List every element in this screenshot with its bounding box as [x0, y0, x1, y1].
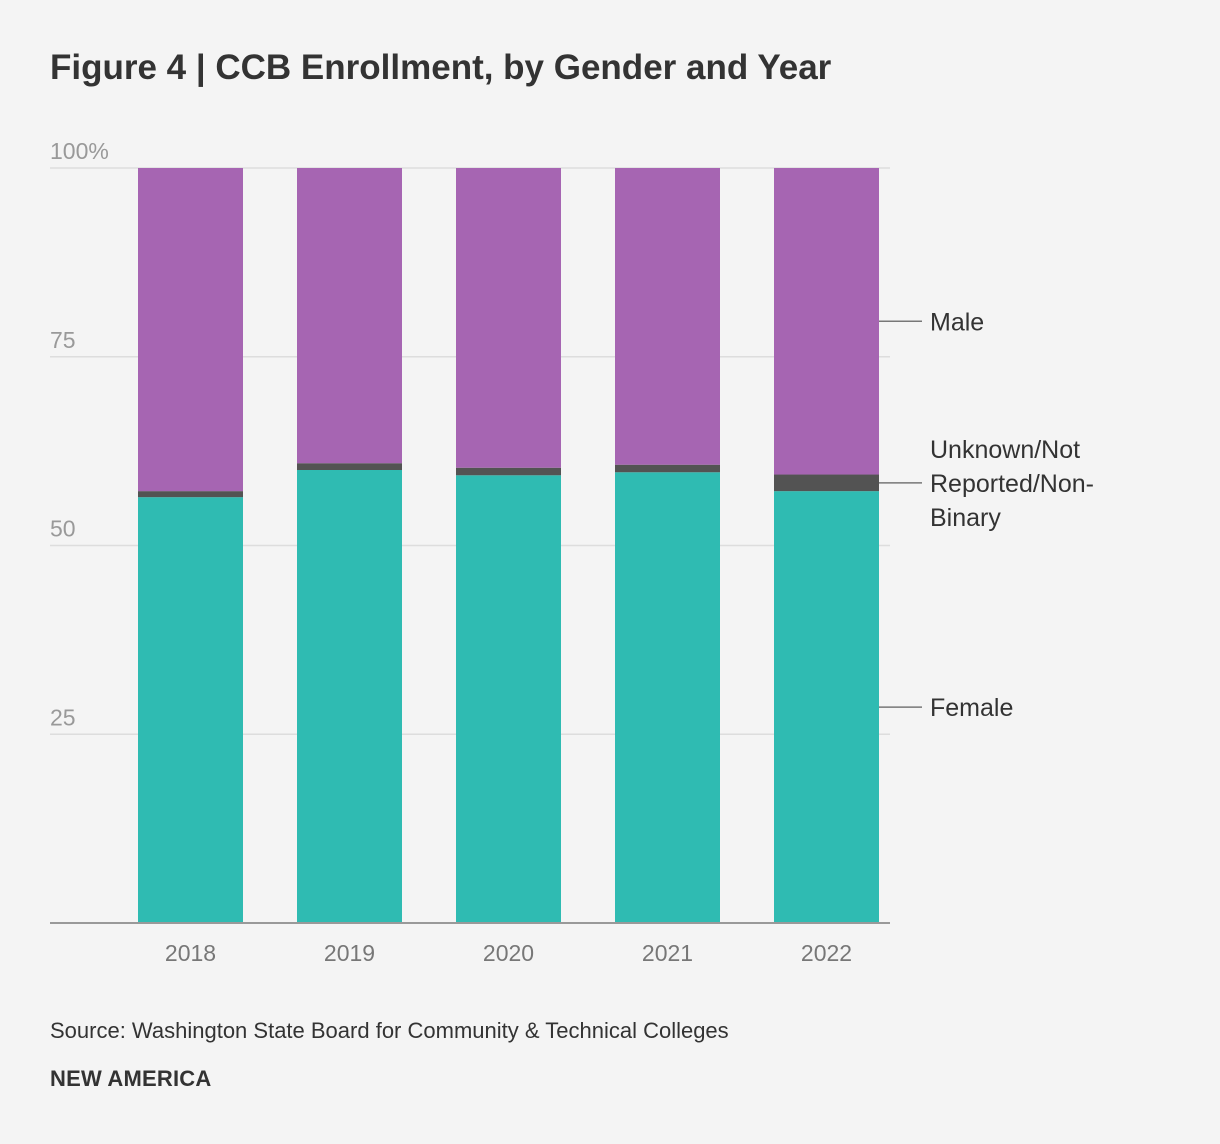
y-tick-label: 100% [50, 138, 109, 164]
x-tick-label: 2019 [324, 940, 375, 966]
y-tick-label: 25 [50, 704, 76, 730]
y-tick-label: 50 [50, 516, 76, 542]
bar-unknown-2021 [615, 464, 720, 473]
x-tick-label: 2022 [801, 940, 852, 966]
bar-male-2022 [774, 168, 879, 475]
y-tick-label: 75 [50, 327, 76, 353]
legend-label-line: Unknown/Not [930, 436, 1080, 464]
bar-male-2019 [297, 168, 402, 464]
x-tick-label: 2018 [165, 940, 216, 966]
bar-female-2019 [297, 470, 402, 923]
legend-label-line: Male [930, 308, 984, 336]
legend-label-line: Binary [930, 504, 1001, 532]
legend-label-female: Female [930, 694, 1013, 722]
bar-unknown-2019 [297, 463, 402, 470]
bar-female-2021 [615, 472, 720, 923]
legend-label-male: Male [930, 308, 984, 336]
bar-male-2018 [138, 168, 243, 492]
bar-male-2020 [456, 168, 561, 468]
legend-label-line: Female [930, 694, 1013, 722]
source-note: Source: Washington State Board for Commu… [50, 1018, 729, 1043]
chart-title: Figure 4 | CCB Enrollment, by Gender and… [50, 48, 832, 87]
x-tick-label: 2020 [483, 940, 534, 966]
bar-unknown-2020 [456, 467, 561, 476]
x-tick-label: 2021 [642, 940, 693, 966]
legend-label-line: Reported/Non- [930, 470, 1094, 498]
bar-unknown-2022 [774, 474, 879, 492]
legend-label-unknown: Unknown/Not Reported/Non- Binary [930, 436, 1094, 532]
bar-female-2020 [456, 475, 561, 923]
brand-name: NEW AMERICA [50, 1066, 212, 1091]
bar-female-2022 [774, 491, 879, 923]
bar-unknown-2018 [138, 491, 243, 498]
bar-male-2021 [615, 168, 720, 465]
bar-female-2018 [138, 497, 243, 923]
